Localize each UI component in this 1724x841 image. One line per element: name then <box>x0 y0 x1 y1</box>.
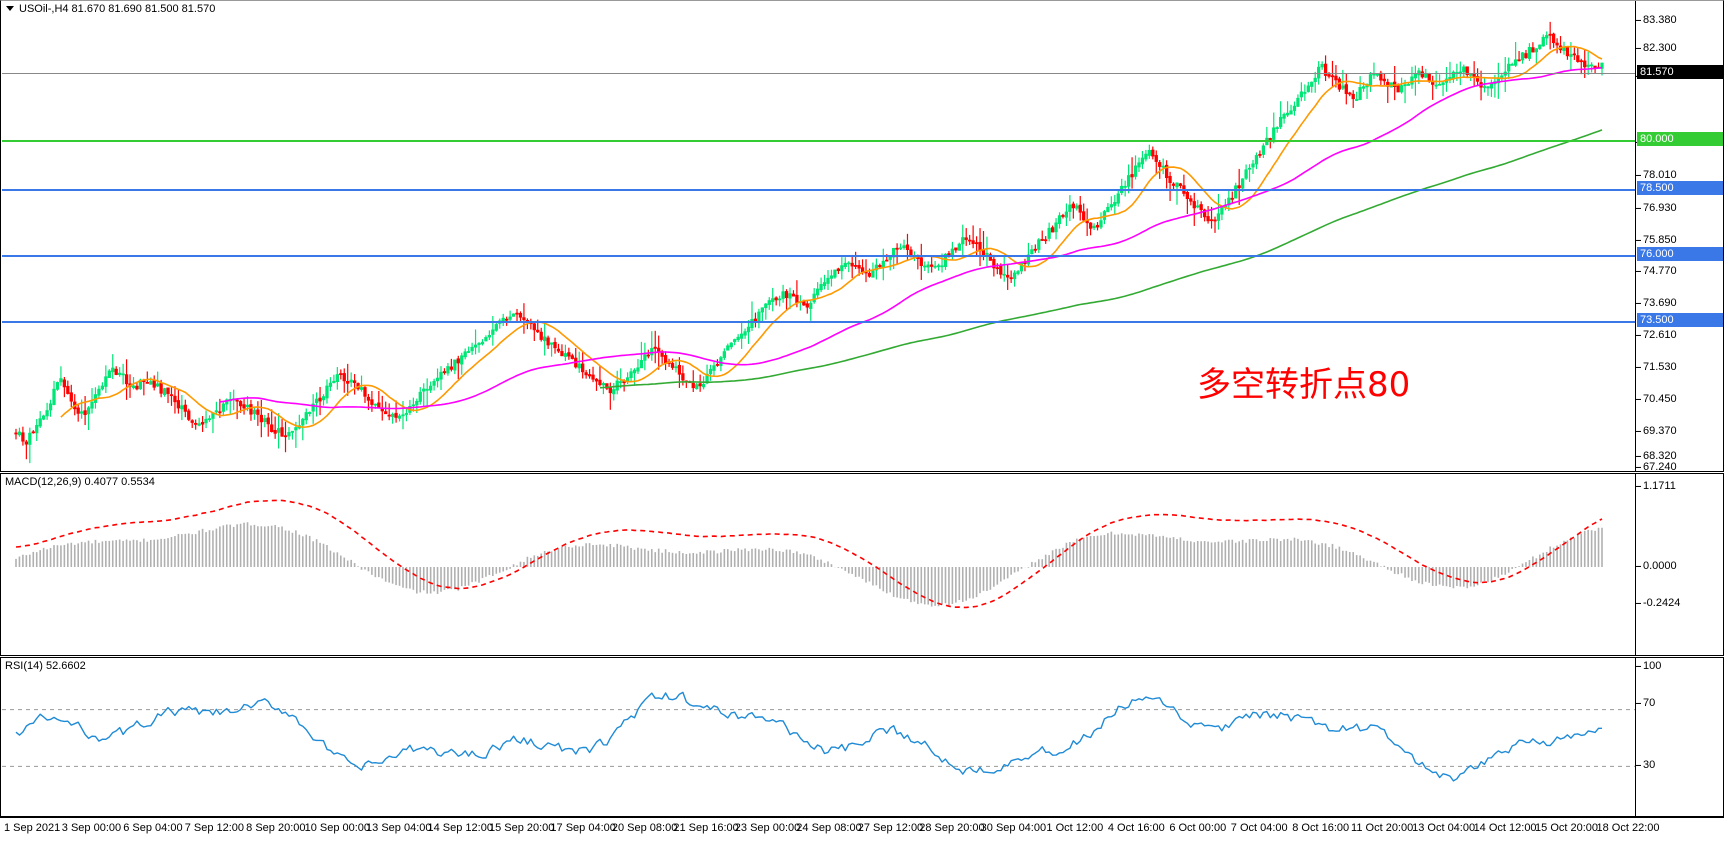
time-tick: 18 Oct 22:00 <box>1596 822 1660 834</box>
price-level-badge[interactable]: 76.000 <box>1637 247 1723 261</box>
rsi-panel: RSI(14) 52.6602 100 70 30 <box>0 657 1724 817</box>
price-tick: 76.930 <box>1636 202 1677 214</box>
caret-down-icon[interactable] <box>6 6 14 11</box>
macd-series-svg <box>15 499 1603 609</box>
symbol-header: USOil-,H4 81.670 81.690 81.500 81.570 <box>19 3 216 15</box>
macd-tick: 0.0000 <box>1636 560 1677 572</box>
price-plot-area[interactable]: 多空转折点80 <box>2 2 1635 470</box>
level-line-78-5[interactable] <box>2 189 1635 191</box>
macd-panel: MACD(12,26,9) 0.4077 0.5534 1.1711 0.0000… <box>0 473 1724 656</box>
price-level-badge[interactable]: 73.500 <box>1637 313 1723 327</box>
time-tick: 30 Sep 04:00 <box>980 822 1047 834</box>
price-tick: 73.690 <box>1636 297 1677 309</box>
rsi-tick: 70 <box>1636 697 1655 709</box>
price-tick: 82.300 <box>1636 42 1677 54</box>
price-tick: 68.320 <box>1636 450 1677 462</box>
time-tick: 1 Oct 12:00 <box>1046 822 1104 834</box>
time-tick: 6 Sep 04:00 <box>123 822 183 834</box>
current-price-line <box>2 73 1635 74</box>
time-tick: 3 Sep 00:00 <box>61 822 122 834</box>
rsi-header: RSI(14) 52.6602 <box>5 660 86 672</box>
macd-header: MACD(12,26,9) 0.4077 0.5534 <box>5 476 155 488</box>
price-level-badge[interactable]: 81.570 <box>1637 65 1723 79</box>
price-tick: 83.380 <box>1636 14 1677 26</box>
price-tick: 74.770 <box>1636 265 1677 277</box>
price-level-badge[interactable]: 80.000 <box>1637 132 1723 146</box>
time-tick: 11 Oct 20:00 <box>1351 822 1414 834</box>
chart-annotation: 多空转折点80 <box>1197 365 1411 405</box>
price-tick: 75.850 <box>1636 234 1677 246</box>
rsi-series-svg <box>2 691 1635 782</box>
rsi-tick: 30 <box>1636 759 1655 771</box>
time-tick: 14 Sep 12:00 <box>427 822 493 834</box>
time-tick: 27 Sep 12:00 <box>857 822 924 834</box>
time-tick: 13 Oct 04:00 <box>1412 822 1476 834</box>
price-tick: 69.370 <box>1636 425 1677 437</box>
level-line-76[interactable] <box>2 255 1635 257</box>
time-tick: 15 Sep 20:00 <box>488 822 555 834</box>
time-tick: 8 Sep 20:00 <box>246 822 306 834</box>
time-tick: 4 Oct 16:00 <box>1107 822 1165 834</box>
time-tick: 24 Sep 08:00 <box>796 822 862 834</box>
level-line-80[interactable] <box>2 140 1635 142</box>
macd-tick: -0.2424 <box>1636 597 1680 609</box>
time-tick: 1 Sep 2021 <box>4 822 61 834</box>
time-tick: 20 Sep 08:00 <box>611 822 678 834</box>
price-tick: 67.240 <box>1636 461 1677 473</box>
level-line-73-5[interactable] <box>2 321 1635 323</box>
macd-tick: 1.1711 <box>1636 480 1676 492</box>
time-tick: 6 Oct 00:00 <box>1169 822 1227 834</box>
time-tick: 28 Sep 20:00 <box>919 822 985 834</box>
time-tick: 7 Sep 12:00 <box>184 822 245 834</box>
price-tick: 78.010 <box>1636 169 1677 181</box>
price-tick: 71.530 <box>1636 361 1677 373</box>
time-tick: 7 Oct 04:00 <box>1230 822 1288 834</box>
time-tick: 17 Sep 04:00 <box>550 822 616 834</box>
time-tick: 23 Sep 00:00 <box>734 822 801 834</box>
price-axis[interactable]: 83.38082.30081.22079.06078.01076.93075.8… <box>1635 1 1723 473</box>
time-tick: 21 Sep 16:00 <box>673 822 739 834</box>
rsi-axis[interactable]: 100 70 30 <box>1635 658 1723 816</box>
macd-axis[interactable]: 1.1711 0.0000 -0.2424 <box>1635 474 1723 655</box>
price-tick: 72.610 <box>1636 329 1677 341</box>
time-tick: 8 Oct 16:00 <box>1292 822 1350 834</box>
price-tick: 70.450 <box>1636 393 1677 405</box>
price-panel: USOil-,H4 81.670 81.690 81.500 81.570 多空… <box>0 0 1724 473</box>
price-series-svg <box>14 21 1604 464</box>
rsi-plot-area[interactable] <box>2 659 1635 815</box>
time-tick: 10 Sep 00:00 <box>304 822 371 834</box>
time-tick: 15 Oct 20:00 <box>1535 822 1599 834</box>
rsi-tick: 100 <box>1636 660 1661 672</box>
price-level-badge[interactable]: 78.500 <box>1637 181 1723 195</box>
time-tick: 14 Oct 12:00 <box>1473 822 1537 834</box>
time-tick: 13 Sep 04:00 <box>366 822 432 834</box>
macd-plot-area[interactable] <box>2 475 1635 654</box>
time-axis[interactable]: 1 Sep 2021 3 Sep 00:00 6 Sep 04:00 7 Sep 12… <box>0 817 1724 841</box>
